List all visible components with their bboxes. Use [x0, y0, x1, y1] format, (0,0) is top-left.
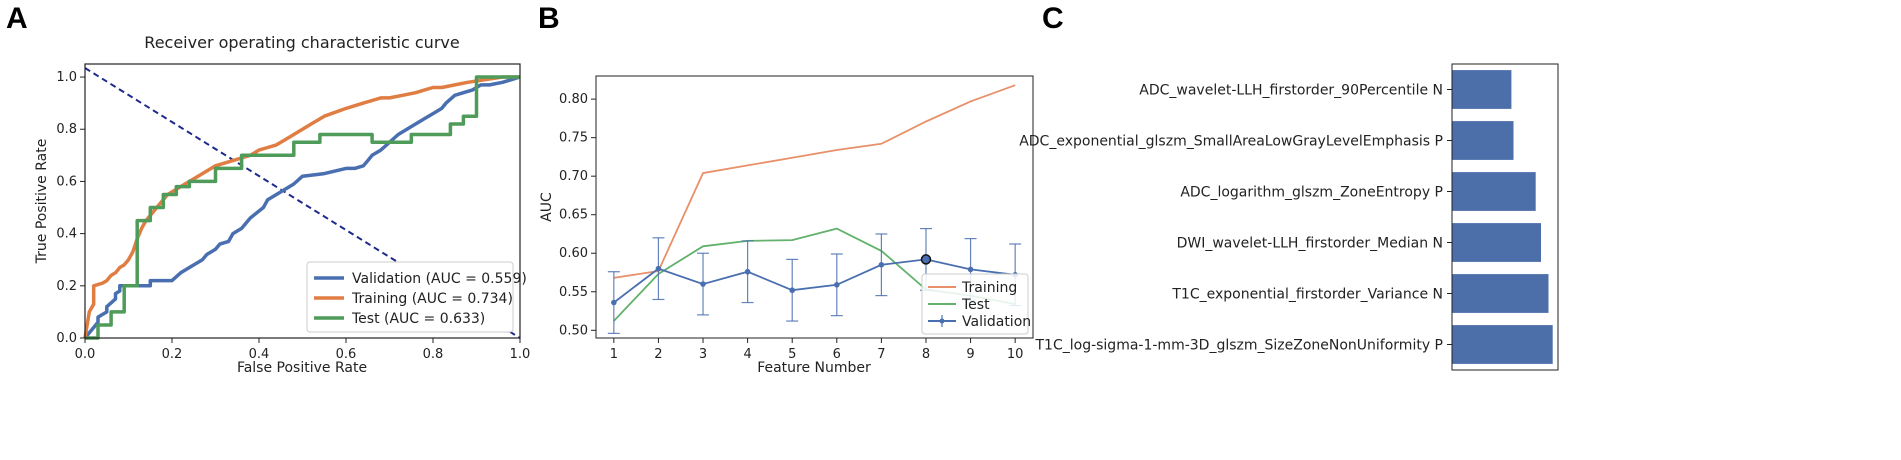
auc-xtick-label: 7	[877, 347, 885, 362]
roc-ytick-label: 0.4	[56, 227, 77, 242]
feature-label: ADC_wavelet-LLH_firstorder_90Percentile …	[1139, 83, 1443, 99]
auc-xlabel: Feature Number	[757, 360, 871, 376]
roc-ytick-label: 0.0	[56, 331, 77, 346]
auc-legend: Training Test Validation	[921, 273, 1031, 335]
roc-chart: Receiver operating characteristic curve …	[34, 33, 530, 376]
auc-ytick-label: 0.70	[559, 169, 588, 184]
feature-bar	[1452, 121, 1514, 160]
auc-ytick-label: 0.50	[559, 323, 588, 338]
feature-label: T1C_log-sigma-1-mm-3D_glszm_SizeZoneNonU…	[1035, 338, 1444, 354]
roc-chance-line	[84, 67, 521, 339]
roc-training-curve	[83, 75, 520, 339]
roc-legend-validation: Validation (AUC = 0.559)	[352, 271, 527, 287]
auc-xtick-label: 4	[743, 347, 751, 362]
auc-validation-line	[613, 258, 1016, 304]
auc-xtick-label: 2	[654, 347, 662, 362]
feature-bar	[1452, 172, 1536, 211]
roc-xtick-label: 0.6	[336, 347, 357, 362]
auc-legend-test: Test	[961, 297, 990, 313]
auc-best-point-marker	[920, 254, 932, 265]
feature-bar	[1452, 274, 1549, 313]
auc-ytick-label: 0.55	[559, 285, 588, 300]
auc-xtick-label: 9	[966, 347, 974, 362]
roc-xtick-label: 0.4	[249, 347, 270, 362]
roc-plot-frame	[84, 63, 521, 339]
roc-xtick-label: 1.0	[510, 347, 531, 362]
auc-validation-point	[878, 261, 885, 268]
feature-label: T1C_exponential_firstorder_Variance N	[1171, 287, 1443, 303]
auc-plot-frame	[595, 75, 1034, 339]
feature-plot-frame	[1451, 63, 1559, 371]
auc-ytick-label: 0.60	[559, 246, 588, 261]
roc-legend-test: Test (AUC = 0.633)	[351, 311, 485, 327]
roc-xtick-label: 0.2	[162, 347, 183, 362]
auc-ytick-label: 0.65	[559, 208, 588, 223]
auc-validation-point	[611, 299, 617, 306]
auc-ytick-label: 0.75	[559, 131, 588, 146]
roc-ytick-label: 1.0	[56, 70, 77, 85]
roc-legend: Validation (AUC = 0.559) Training (AUC =…	[306, 261, 527, 333]
auc-xtick-label: 3	[699, 347, 707, 362]
roc-xtick-label: 0.8	[423, 347, 444, 362]
roc-xtick-label: 0.0	[75, 347, 96, 362]
auc-ytick-label: 0.80	[559, 92, 588, 107]
roc-legend-training: Training (AUC = 0.734)	[351, 291, 513, 307]
panel-letter-b: B	[538, 2, 560, 35]
roc-xlabel: False Positive Rate	[237, 360, 367, 376]
feature-bar	[1452, 70, 1512, 109]
panel-letter-a: A	[6, 2, 28, 35]
auc-legend-validation: Validation	[962, 314, 1031, 330]
auc-xtick-label: 1	[610, 347, 618, 362]
auc-validation-point	[744, 268, 751, 275]
auc-validation-point	[655, 265, 662, 272]
feature-label: ADC_exponential_glszm_SmallAreaLowGrayLe…	[1019, 134, 1443, 150]
auc-legend-swatch-validation	[928, 315, 956, 327]
feature-importance-chart: ADC_wavelet-LLH_firstorder_90Percentile …	[1019, 63, 1559, 371]
roc-ytick-label: 0.6	[56, 174, 77, 189]
auc-legend-training: Training	[961, 280, 1017, 296]
auc-training-line	[613, 84, 1016, 279]
feature-label: ADC_logarithm_glszm_ZoneEntropy P	[1180, 185, 1443, 201]
auc-xtick-label: 8	[922, 347, 930, 362]
roc-ytick-label: 0.8	[56, 122, 77, 137]
auc-ylabel: AUC	[539, 192, 555, 222]
roc-test-curve	[85, 75, 520, 340]
auc-xtick-label: 6	[833, 347, 841, 362]
auc-validation-point	[833, 282, 840, 288]
auc-xtick-label: 5	[788, 347, 796, 362]
auc-validation-point	[789, 287, 796, 294]
auc-chart: 1 2 3 4 5 6 7 8 9 100.500.550.600.650.700.750.80 …	[539, 75, 1034, 376]
feature-bar	[1452, 223, 1541, 262]
feature-label: DWI_wavelet-LLH_firstorder_Median N	[1177, 236, 1443, 252]
feature-bar	[1452, 325, 1553, 364]
roc-title: Receiver operating characteristic curve	[144, 33, 459, 52]
auc-xtick-label: 10	[1007, 347, 1024, 362]
panel-letter-c: C	[1042, 2, 1064, 35]
auc-validation-point	[700, 281, 706, 287]
auc-validation-point	[967, 266, 974, 273]
roc-ytick-label: 0.2	[56, 279, 77, 294]
roc-ylabel: True Positive Rate	[34, 139, 50, 265]
